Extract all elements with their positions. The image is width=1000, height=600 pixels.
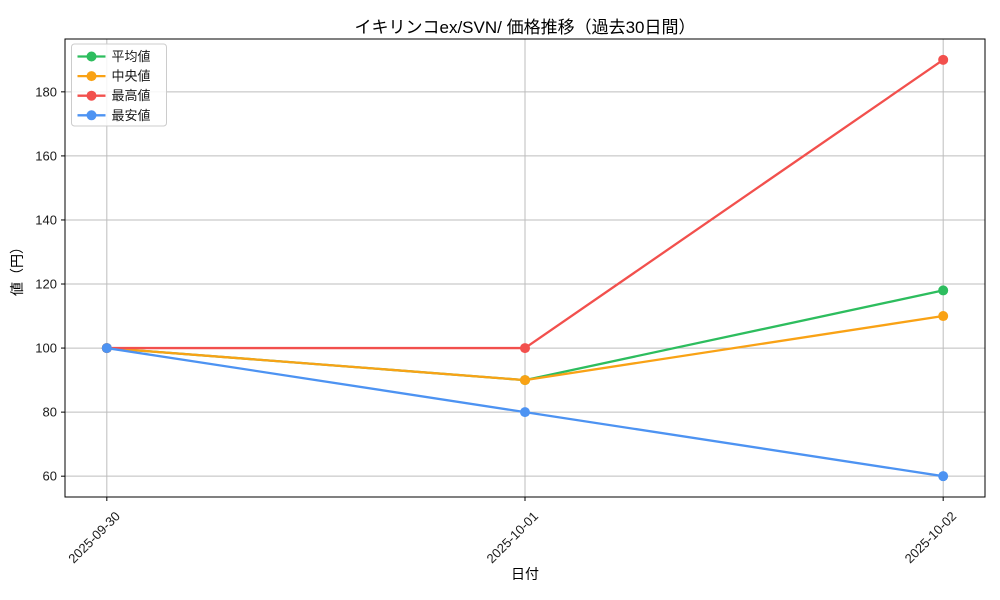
data-point-最安値 bbox=[520, 407, 530, 418]
data-point-最高値 bbox=[938, 54, 949, 65]
legend-marker-最高値 bbox=[86, 90, 97, 101]
data-point-中央値 bbox=[938, 311, 949, 322]
y-tick-label: 120 bbox=[35, 277, 57, 292]
legend-label-平均値: 平均値 bbox=[112, 49, 151, 64]
y-tick-label: 100 bbox=[35, 341, 57, 356]
x-tick-label: 2025-10-02 bbox=[902, 509, 960, 567]
legend-marker-最安値 bbox=[86, 110, 97, 121]
x-axis-title: 日付 bbox=[511, 566, 539, 582]
data-point-平均値 bbox=[938, 285, 949, 296]
legend-box bbox=[71, 43, 167, 127]
legend-marker-平均値 bbox=[86, 51, 97, 62]
x-tick-label: 2025-09-30 bbox=[65, 509, 123, 567]
data-point-最安値 bbox=[101, 343, 112, 354]
y-tick-label: 80 bbox=[43, 405, 57, 420]
legend-label-中央値: 中央値 bbox=[112, 69, 151, 84]
y-tick-label: 160 bbox=[35, 148, 57, 163]
y-tick-label: 140 bbox=[35, 212, 57, 227]
data-point-中央値 bbox=[520, 375, 530, 386]
legend-label-最安値: 最安値 bbox=[112, 108, 151, 123]
y-tick-label: 180 bbox=[35, 84, 57, 99]
chart-title: イキリンコex/SVN/ 価格推移（過去30日間） bbox=[354, 18, 696, 37]
legend-label-最高値: 最高値 bbox=[112, 88, 151, 103]
legend-marker-中央値 bbox=[86, 71, 97, 82]
y-tick-label: 60 bbox=[43, 469, 57, 484]
x-tick-label: 2025-10-01 bbox=[483, 509, 541, 567]
data-point-最安値 bbox=[938, 471, 949, 482]
data-point-最高値 bbox=[520, 343, 530, 354]
